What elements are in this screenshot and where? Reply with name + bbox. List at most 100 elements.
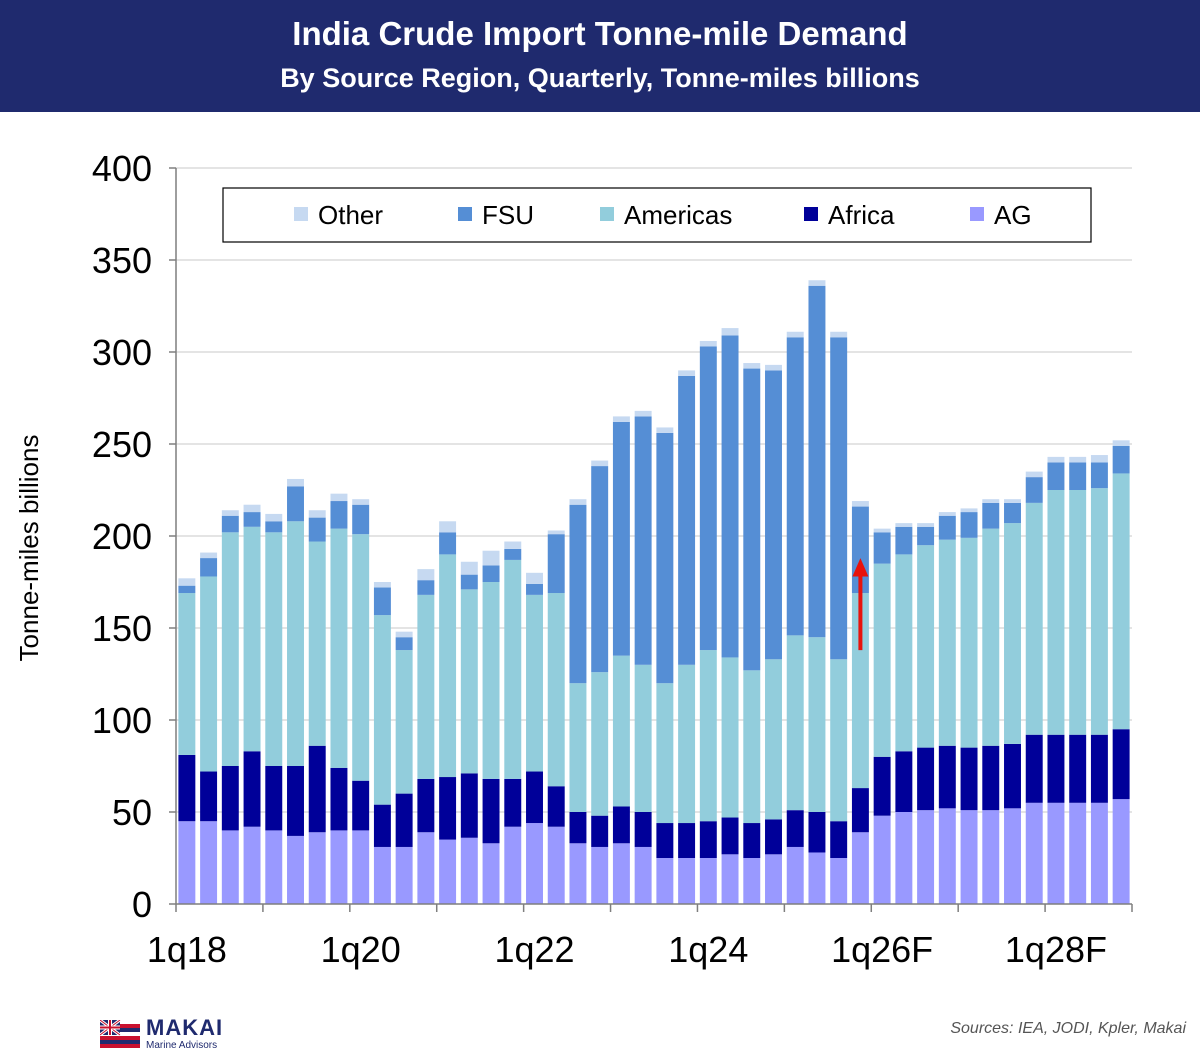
bar-fsu-1q25 <box>786 337 804 636</box>
annotation-arrow <box>852 558 869 651</box>
bar-other-3q27F <box>1004 499 1021 503</box>
bar-fsu-1q23 <box>612 421 630 656</box>
bar-other-2q23 <box>634 410 652 417</box>
bar-ag-4q23 <box>678 858 696 904</box>
bar-americas-1q24 <box>699 650 717 822</box>
bar-americas-1q28F <box>1047 490 1065 735</box>
bar-other-1q18 <box>178 578 196 586</box>
bar-ag-3q18 <box>221 830 239 904</box>
bar-other-3q24 <box>743 363 761 369</box>
bar-africa-2q24 <box>721 817 739 855</box>
bar-africa-2q26F <box>895 751 913 812</box>
bar-other-2q20 <box>373 582 391 588</box>
bar-africa-3q18 <box>221 766 239 831</box>
bar-ag-4q21 <box>504 826 522 904</box>
bar-ag-2q18 <box>200 821 218 904</box>
bar-ag-4q26F <box>938 808 956 904</box>
bar-other-3q19 <box>308 510 326 518</box>
bar-africa-2q19 <box>287 766 304 836</box>
legend-swatch-other <box>294 207 308 221</box>
bar-fsu-1q21 <box>439 532 457 555</box>
bar-fsu-3q20 <box>395 637 413 651</box>
bar-fsu-4q28F <box>1112 445 1130 474</box>
legend-label-africa: Africa <box>828 200 895 230</box>
bar-fsu-2q23 <box>634 416 652 665</box>
bar-other-1q26F <box>873 528 891 533</box>
bar-africa-3q25 <box>830 821 848 858</box>
legend: Other FSU Americas Africa AG <box>222 187 1092 243</box>
legend-label-americas: Americas <box>624 200 732 230</box>
bar-americas-4q28F <box>1112 473 1130 730</box>
bar-other-2q28F <box>1069 456 1087 463</box>
bar-africa-1q23 <box>612 806 630 844</box>
bar-other-4q19 <box>330 493 348 502</box>
bar-americas-2q28F <box>1069 490 1087 735</box>
bar-americas-4q24 <box>765 659 782 820</box>
bar-africa-4q20 <box>417 778 435 833</box>
bar-americas-3q22 <box>569 683 587 812</box>
bar-africa-1q20 <box>352 780 370 831</box>
bar-ag-1q26F <box>873 815 891 904</box>
logo-tagline: Marine Advisors <box>146 1040 218 1051</box>
bar-other-4q21 <box>504 541 522 549</box>
bar-africa-4q27F <box>1025 734 1043 803</box>
bar-ag-4q20 <box>417 832 435 904</box>
bar-fsu-2q22 <box>547 534 565 594</box>
bar-americas-3q25 <box>830 659 848 822</box>
bar-ag-4q28F <box>1112 799 1130 904</box>
bar-americas-2q18 <box>200 576 218 772</box>
bar-americas-3q21 <box>482 582 500 779</box>
bar-americas-3q28F <box>1090 488 1108 735</box>
bar-other-2q18 <box>200 552 218 559</box>
y-tick-label: 250 <box>92 424 152 465</box>
y-axis-tick-labels: 0 50 100 150 200 250 300 350 400 <box>92 148 152 925</box>
x-tick-label: 1q24 <box>668 929 748 970</box>
arrow-head <box>852 558 869 577</box>
bar-americas-4q19 <box>330 528 348 768</box>
bar-americas-1q27F <box>960 537 978 748</box>
bar-fsu-3q27F <box>1004 502 1021 524</box>
bar-americas-3q24 <box>743 670 761 824</box>
bar-ag-2q27F <box>982 810 1000 904</box>
bar-ag-1q22 <box>526 823 543 904</box>
bar-other-1q27F <box>960 508 978 513</box>
bar-africa-4q21 <box>504 778 522 827</box>
bar-fsu-1q19 <box>265 521 283 533</box>
bar-other-4q28F <box>1112 440 1130 446</box>
bar-fsu-4q20 <box>417 580 435 595</box>
bar-other-2q22 <box>547 530 565 535</box>
bar-ag-3q20 <box>395 846 413 904</box>
bar-ag-1q28F <box>1047 802 1065 904</box>
bar-fsu-4q19 <box>330 501 348 529</box>
bar-americas-4q27F <box>1025 502 1043 735</box>
bar-africa-3q20 <box>395 793 413 847</box>
bar-fsu-3q26F <box>917 526 935 546</box>
bar-africa-4q23 <box>678 823 696 858</box>
bar-africa-4q19 <box>330 767 348 831</box>
bar-other-4q25 <box>851 501 869 507</box>
bar-africa-2q25 <box>808 812 826 853</box>
bar-fsu-2q26F <box>895 526 913 555</box>
bar-africa-4q24 <box>765 819 782 855</box>
bar-fsu-1q27F <box>960 512 978 538</box>
bar-americas-4q18 <box>243 526 261 752</box>
bar-americas-1q26F <box>873 563 891 757</box>
bar-africa-1q25 <box>786 810 804 847</box>
bar-fsu-2q24 <box>721 335 739 658</box>
bar-ag-2q28F <box>1069 802 1087 904</box>
bar-africa-1q26F <box>873 756 891 816</box>
bar-americas-2q22 <box>547 593 565 787</box>
bar-ag-4q18 <box>243 826 261 904</box>
bar-ag-3q24 <box>743 858 761 904</box>
bar-africa-1q19 <box>265 766 283 831</box>
legend-label-ag: AG <box>994 200 1032 230</box>
bar-other-1q20 <box>352 499 370 505</box>
x-tick-label: 1q20 <box>321 929 401 970</box>
bar-other-1q23 <box>612 416 630 422</box>
bar-ag-2q19 <box>287 835 304 904</box>
chart-header: India Crude Import Tonne-mile Demand By … <box>0 0 1200 112</box>
bar-fsu-1q22 <box>526 583 543 595</box>
legend-swatch-ag <box>970 207 984 221</box>
bar-ag-1q20 <box>352 830 370 904</box>
bar-fsu-4q26F <box>938 515 956 540</box>
